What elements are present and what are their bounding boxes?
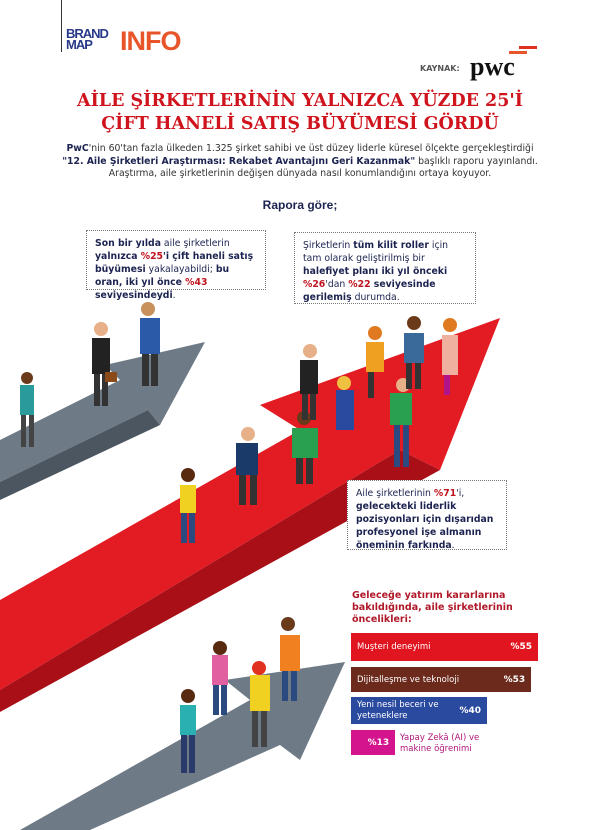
bar-1: Muşteri deneyimi %55: [351, 633, 538, 661]
title-line: ÇİFT HANELİ SATIŞ BÜYÜMESİ GÖRDÜ: [101, 114, 499, 134]
people: [20, 302, 458, 773]
fact-box-sales-growth: Son bir yılda aile şirketlerin yalnızca …: [86, 230, 266, 301]
bar-value: %40: [459, 705, 481, 716]
bar-2: Dijitalleşme ve teknoloji %53: [351, 667, 532, 692]
intro-text: PwC'nin 60'tan fazla ülkeden 1.325 şirke…: [62, 143, 538, 179]
bar-4: %13: [351, 730, 396, 755]
bar-value: %55: [510, 642, 532, 652]
info-logo: INFO: [120, 26, 181, 56]
fact-box-succession: Şirketlerin tüm kilit roller için tam ol…: [294, 232, 476, 304]
chart-title: Geleceğe yatırım kararlarına bakıldığınd…: [352, 590, 513, 625]
page-title: AİLE ŞİRKETLERİNİN YALNIZCA YÜZDE 25'İ Ç…: [40, 90, 560, 136]
bar-value: %53: [503, 674, 526, 685]
bar-3: Yeni nesil beceri ve yeteneklere %40: [351, 697, 487, 724]
bar-label: Dijitalleşme ve teknoloji: [357, 674, 460, 685]
bar-label: Muşteri deneyimi: [357, 642, 431, 652]
bar-label: Yapay Zekâ (AI) ve makine öğrenimi: [400, 733, 480, 754]
title-line: AİLE ŞİRKETLERİNİN YALNIZCA YÜZDE 25'İ: [77, 91, 523, 111]
bar-value: %13: [367, 737, 390, 748]
pwc-logo: pwc: [470, 52, 515, 81]
pwc-logo-bars: [509, 46, 537, 54]
subheading: Rapora göre;: [262, 198, 338, 212]
divider: [61, 0, 62, 52]
fact-box-professionals: Aile şirketlerinin %71'i, gelecekteki li…: [347, 480, 507, 551]
brandmap-logo: BRAND MAP: [66, 26, 109, 52]
source-label: KAYNAK:: [420, 64, 460, 73]
bar-label: Yeni nesil beceri ve yeteneklere: [357, 699, 439, 721]
